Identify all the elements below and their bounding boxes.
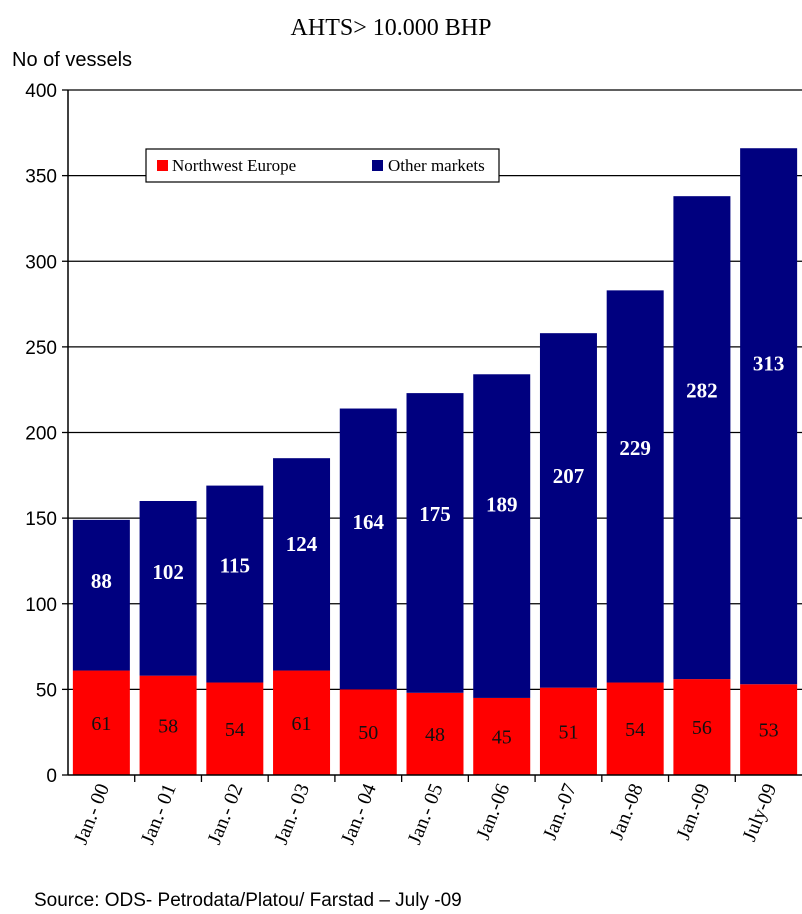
x-tick-label: Jan.- 02 <box>203 781 247 848</box>
data-label-other-markets: 115 <box>220 553 250 577</box>
data-label-other-markets: 124 <box>286 532 318 556</box>
x-tick-label: Jan.- 04 <box>337 781 381 848</box>
bar-northwest-europe <box>273 670 331 775</box>
bar-northwest-europe <box>406 692 464 775</box>
data-label-other-markets: 313 <box>753 352 785 376</box>
bar-other-markets <box>740 148 798 685</box>
data-label-northwest-europe: 51 <box>558 721 578 743</box>
bar-northwest-europe <box>606 682 664 775</box>
bar-other-markets <box>72 519 130 671</box>
legend-label-northwest-europe: Northwest Europe <box>172 156 296 175</box>
y-tick-label: 0 <box>46 766 57 787</box>
data-label-other-markets: 207 <box>553 464 585 488</box>
data-label-other-markets: 189 <box>486 493 518 517</box>
y-tick-label: 100 <box>25 595 57 616</box>
source-note: Source: ODS- Petrodata/Platou/ Farstad –… <box>34 890 462 911</box>
bar-other-markets <box>539 333 597 688</box>
data-label-northwest-europe: 53 <box>759 720 779 742</box>
bar-other-markets <box>673 196 731 680</box>
bar-other-markets <box>473 374 531 698</box>
x-tick-label: Jan.-06 <box>472 781 514 843</box>
bar-other-markets <box>606 290 664 683</box>
bar-other-markets <box>339 408 397 690</box>
chart-title: AHTS> 10.000 BHP <box>291 15 492 41</box>
y-tick-label: 150 <box>25 509 57 530</box>
data-label-northwest-europe: 54 <box>225 719 245 741</box>
bar-other-markets <box>406 393 464 693</box>
data-label-other-markets: 229 <box>619 436 651 460</box>
legend-swatch-northwest-europe <box>157 160 168 171</box>
y-tick-label: 200 <box>25 424 57 445</box>
bars <box>72 148 798 775</box>
bar-northwest-europe <box>539 687 597 775</box>
x-tick-label: July-09 <box>738 781 781 845</box>
bar-northwest-europe <box>72 670 130 775</box>
legend-swatch-other-markets <box>372 160 383 171</box>
data-label-northwest-europe: 61 <box>91 713 111 735</box>
legend-label-other-markets: Other markets <box>388 156 485 175</box>
bar-northwest-europe <box>673 679 731 775</box>
bar-northwest-europe <box>740 684 798 775</box>
y-tick-label: 250 <box>25 338 57 359</box>
bar-northwest-europe <box>339 689 397 775</box>
data-label-northwest-europe: 45 <box>492 726 512 748</box>
bar-northwest-europe <box>139 675 197 775</box>
bar-other-markets <box>206 485 264 683</box>
x-tick-label: Jan.- 01 <box>137 781 181 848</box>
bar-northwest-europe <box>473 697 531 775</box>
y-axis-label: No of vessels <box>12 49 132 71</box>
legend: Northwest Europe Other markets <box>145 148 500 183</box>
x-tick-label: Jan.- 00 <box>70 781 114 848</box>
x-tick-label: Jan.-07 <box>539 781 581 843</box>
y-tick-label: 400 <box>25 81 57 102</box>
data-label-northwest-europe: 61 <box>292 713 312 735</box>
data-label-northwest-europe: 58 <box>158 715 178 737</box>
data-label-other-markets: 164 <box>353 510 385 534</box>
data-label-other-markets: 175 <box>419 502 451 526</box>
legend-box <box>145 148 500 183</box>
y-tick-label: 300 <box>25 252 57 273</box>
x-tick-label: Jan.-09 <box>672 781 714 843</box>
data-label-other-markets: 88 <box>91 569 112 593</box>
x-axis-ticks: Jan.- 00 Jan.- 01 Jan.- 02 Jan.- 03 Jan.- 04… <box>70 775 781 848</box>
x-tick-label: Jan.- 03 <box>270 781 314 848</box>
x-tick-label: Jan.- 05 <box>404 781 448 848</box>
data-label-northwest-europe: 50 <box>358 722 378 744</box>
data-label-northwest-europe: 56 <box>692 717 712 739</box>
data-label-northwest-europe: 54 <box>625 719 645 741</box>
bar-other-markets <box>139 501 197 676</box>
data-label-other-markets: 102 <box>152 560 184 584</box>
bar-northwest-europe <box>206 682 264 775</box>
y-tick-label: 350 <box>25 167 57 188</box>
axes <box>67 90 802 776</box>
data-label-other-markets: 282 <box>686 378 718 402</box>
data-labels: 61 88 58 102 54 115 61 124 50 164 48 175 45 189 51 207 5… <box>91 352 785 749</box>
y-tick-label: 50 <box>36 680 57 701</box>
x-tick-label: Jan.-08 <box>606 781 648 843</box>
y-axis-ticks: 0 50 100 150 200 250 300 350 400 <box>25 81 68 787</box>
bar-other-markets <box>273 458 331 671</box>
data-label-northwest-europe: 48 <box>425 724 445 746</box>
